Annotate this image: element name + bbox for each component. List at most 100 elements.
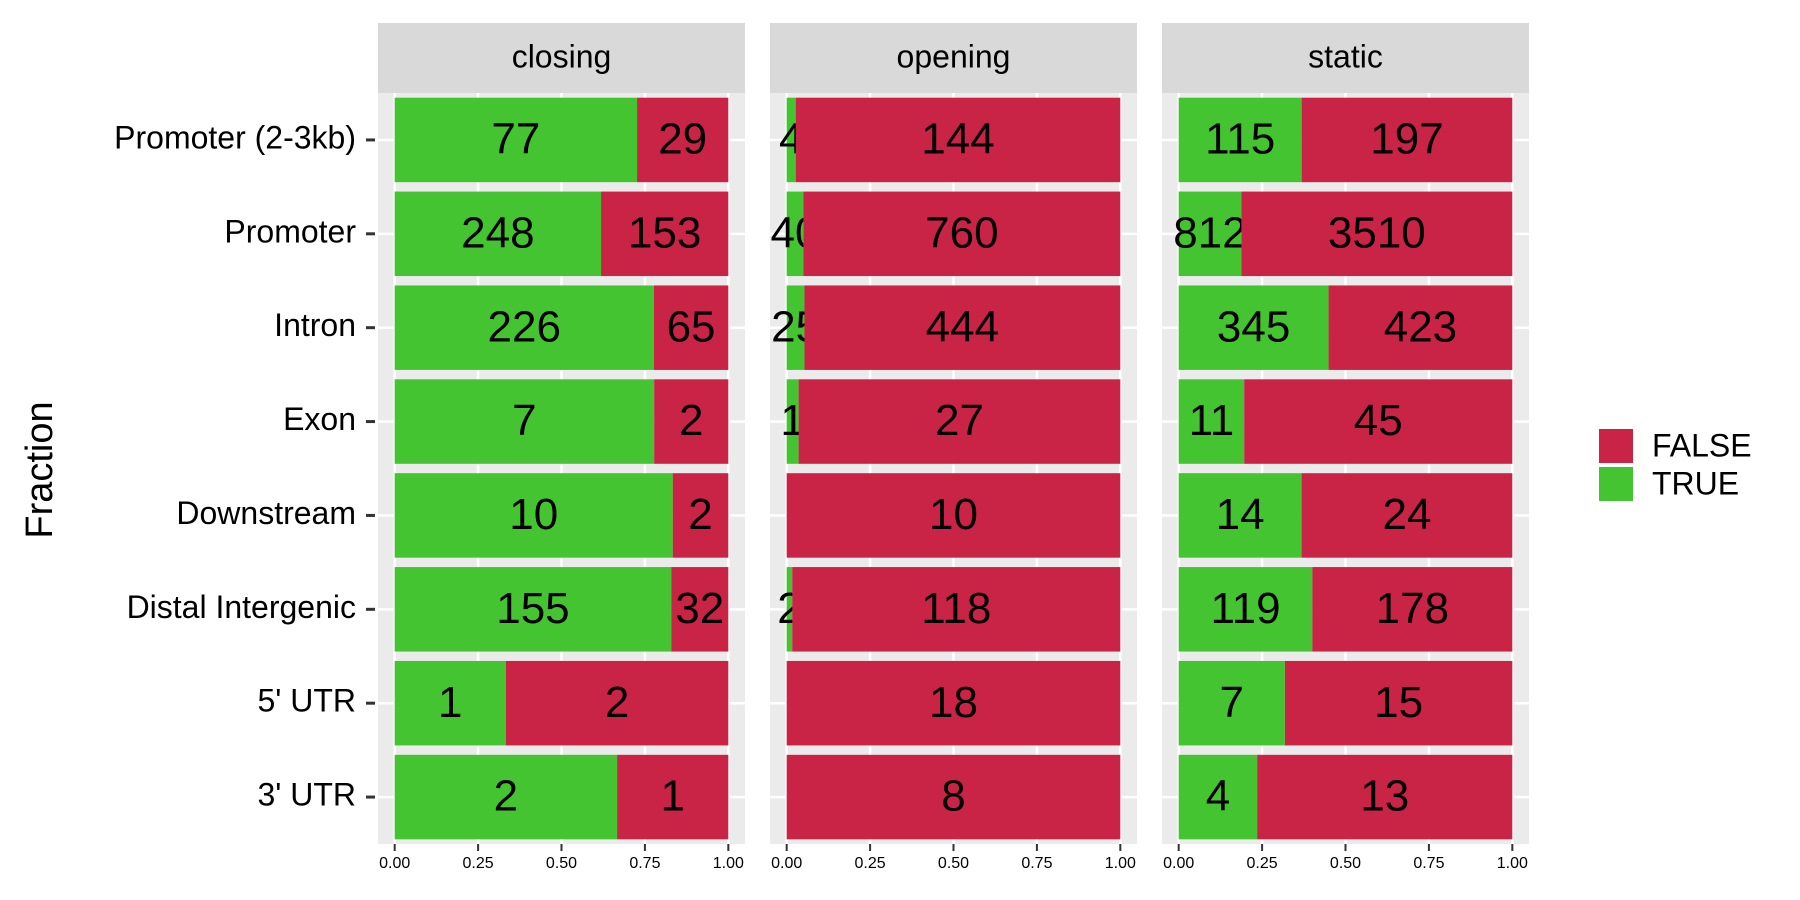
data-label: 10 [929,490,978,539]
bar-segment [786,285,805,370]
x-tick-label: 0.00 [771,855,802,872]
data-label: 345 [1217,302,1290,351]
legend-label: FALSE [1652,427,1752,463]
data-label: 2 [494,772,518,821]
x-tick-label: 0.25 [855,855,886,872]
bar-segment [1301,473,1513,558]
data-label: 423 [1384,302,1457,351]
data-label: 2 [605,678,629,727]
x-tick-label: 0.00 [379,855,410,872]
strip-background [1162,23,1529,93]
bar-segment [617,754,729,840]
data-label: 11 [1189,396,1235,445]
bar-segment [786,191,804,277]
data-label: 8 [941,772,965,821]
bar-segment [1244,379,1513,464]
data-label: 65 [667,302,716,351]
bar-segment [1257,754,1513,840]
bar-segment [1284,660,1513,746]
data-label: 248 [461,208,534,257]
x-tick-label: 0.25 [1247,855,1278,872]
bar-segment [394,285,654,370]
bar-segment [798,379,1121,464]
data-label: 10 [509,490,558,539]
bar-segment [505,660,729,746]
data-label: 29 [658,115,707,164]
bar-segment [1178,191,1242,277]
bar-segment [394,567,672,652]
legend-key [1597,465,1635,503]
data-label: 119 [1210,584,1280,633]
data-label: 4 [1206,772,1230,821]
data-label: 15 [1374,678,1423,727]
data-label: 7 [1220,678,1244,727]
x-tick-label: 0.75 [629,855,660,872]
data-label: 32 [675,584,724,633]
bar-segment [601,191,729,277]
data-label: 153 [628,208,701,257]
data-label: 1 [438,678,462,727]
bar-segment [394,754,618,840]
data-label: 77 [491,115,540,164]
x-tick-label: 0.75 [1021,855,1052,872]
x-tick-label: 0.00 [1163,855,1194,872]
data-label: 118 [921,584,991,633]
bar-segment [394,191,602,277]
bar-segment [394,97,638,183]
data-label: 18 [929,678,978,727]
y-tick-label: 5' UTR [257,683,356,719]
bar-segment [394,660,506,746]
bar-segment [1178,660,1285,746]
bar-segment [637,97,729,183]
data-label: 45 [1354,396,1403,445]
data-label: 24 [1382,490,1431,539]
bar-segment [1178,754,1258,840]
data-label: 760 [925,208,998,257]
x-tick-label: 1.00 [713,855,744,872]
data-label: 812 [1173,208,1246,257]
x-tick-label: 1.00 [1497,855,1528,872]
bar-segment [394,379,655,464]
bar-segment [792,567,1121,652]
x-tick-label: 1.00 [1105,855,1136,872]
facet-title: opening [897,38,1011,74]
bar-segment [786,379,799,464]
data-label: 14 [1216,490,1265,539]
bar-segment [1178,379,1245,464]
data-label: 2 [688,490,712,539]
bar-segment [786,660,1121,746]
bar-segment [653,285,729,370]
y-tick-label: Downstream [176,495,356,531]
data-label: 155 [496,584,569,633]
data-label: 27 [935,396,984,445]
x-tick-label: 0.50 [546,855,577,872]
bar-segment [804,285,1121,370]
data-label: 115 [1205,115,1275,164]
y-tick-label: Promoter [224,213,356,249]
data-label: 3510 [1328,208,1426,257]
bar-segment [1178,567,1313,652]
bar-segment [1178,97,1302,183]
bar-segment [803,191,1121,277]
data-label: 2 [679,396,703,445]
bar-segment [1328,285,1513,370]
x-tick-label: 0.25 [463,855,494,872]
data-label: 178 [1376,584,1449,633]
x-tick-label: 0.75 [1413,855,1444,872]
facet-title: static [1308,38,1383,74]
legend-label: TRUE [1652,465,1739,501]
x-tick-label: 0.50 [1330,855,1361,872]
bar-segment [1241,191,1513,277]
bar-segment [1301,97,1513,183]
y-tick-label: Distal Intergenic [127,589,356,625]
data-label: 7 [512,396,536,445]
bar-segment [786,97,796,183]
bar-segment [1178,285,1329,370]
bar-segment [795,97,1121,183]
data-label: 144 [921,115,994,164]
facet-title: closing [512,38,612,74]
y-tick-label: 3' UTR [257,777,356,813]
bar-segment [786,473,1121,558]
y-tick-label: Intron [274,307,356,343]
bar-segment [786,567,793,652]
